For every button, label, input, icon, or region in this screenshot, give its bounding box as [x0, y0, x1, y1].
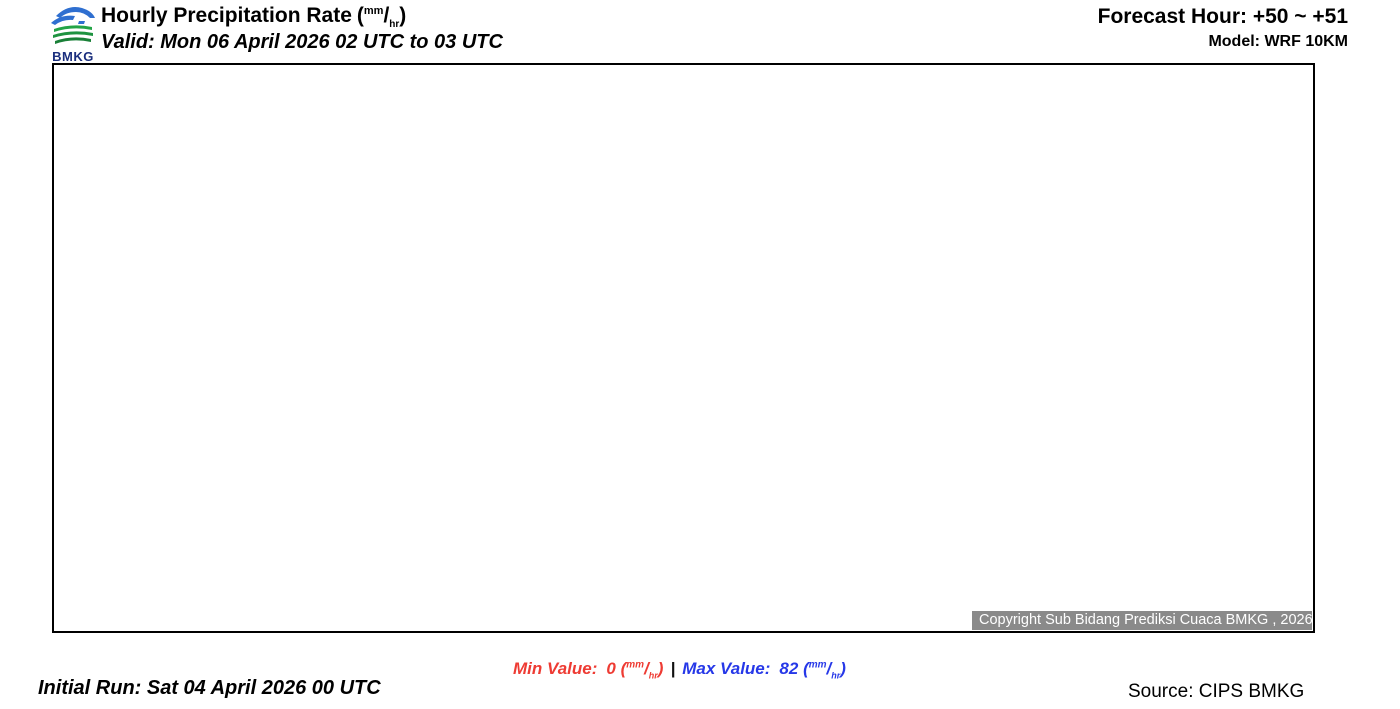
- bmkg-logo-icon: [51, 7, 95, 44]
- bmkg-logo: BMKG: [46, 2, 100, 64]
- source-label: Source: CIPS BMKG: [1128, 681, 1305, 702]
- model-label: Model: WRF 10KM: [1208, 33, 1348, 50]
- page-title: Hourly Precipitation Rate (mm/hr): [101, 4, 406, 30]
- initial-run-label: Initial Run: Sat 04 April 2026 00 UTC: [38, 677, 381, 699]
- min-value: Min Value: 0 (mm/hr): [513, 659, 664, 681]
- copyright-watermark: Copyright Sub Bidang Prediksi Cuaca BMKG…: [972, 611, 1313, 630]
- valid-time-line: Valid: Mon 06 April 2026 02 UTC to 03 UT…: [101, 31, 503, 53]
- forecast-hour-label: Forecast Hour: +50 ~ +51: [1097, 5, 1348, 28]
- map-overlay: [54, 65, 1313, 631]
- bmkg-logo-label: BMKG: [52, 49, 94, 64]
- max-unit: (mm/hr): [803, 659, 846, 681]
- minmax-separator: |: [670, 659, 676, 678]
- title-text: Hourly Precipitation Rate: [101, 4, 352, 27]
- minmax-values: Min Value: 0 (mm/hr) | Max Value: 82 (mm/hr): [513, 659, 846, 680]
- min-unit: (mm/hr): [620, 659, 664, 681]
- max-value: Max Value: 82 (mm/hr): [682, 659, 846, 681]
- map-area: Copyright Sub Bidang Prediksi Cuaca BMKG…: [52, 63, 1315, 633]
- title-unit: (mm/hr): [356, 4, 407, 31]
- precipitation-field-canvas: [54, 65, 1313, 631]
